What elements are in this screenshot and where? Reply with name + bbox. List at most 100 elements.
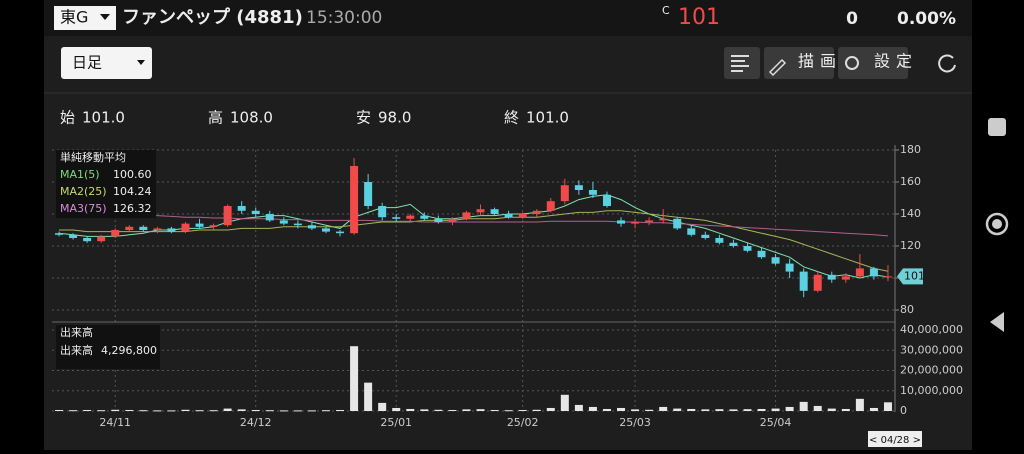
legend-name: MA2(25) xyxy=(60,185,107,198)
volume-bar xyxy=(434,409,443,411)
legend-box xyxy=(56,150,156,218)
settings-button[interactable] xyxy=(838,47,908,79)
candle-body xyxy=(687,228,696,235)
candle-body xyxy=(153,228,162,230)
draw-button[interactable] xyxy=(764,47,834,79)
candle-body xyxy=(97,236,106,242)
volume-bar xyxy=(167,410,176,412)
volume-bar xyxy=(813,405,822,411)
candle-body xyxy=(420,215,429,219)
volume-bar xyxy=(83,409,92,411)
volume-bar xyxy=(743,409,752,411)
price-tag-label: 101 xyxy=(904,269,925,282)
x-tick-label: 25/03 xyxy=(619,416,651,429)
nav-recent[interactable] xyxy=(988,118,1006,136)
y-tick-label: 140 xyxy=(900,207,921,220)
candle-body xyxy=(55,233,64,235)
volume-bar xyxy=(293,410,302,412)
volume-bar xyxy=(55,409,64,411)
candle-body xyxy=(546,201,555,211)
candle-body xyxy=(378,206,387,218)
candle-body xyxy=(855,268,864,277)
y-tick-label: 20,000,000 xyxy=(900,364,963,377)
legend-title: 単純移動平均 xyxy=(60,150,126,164)
volume-bar xyxy=(153,410,162,412)
indicator-button[interactable] xyxy=(724,47,760,79)
volume-bar xyxy=(729,409,738,411)
c-mark: C xyxy=(662,4,670,17)
change: 0 xyxy=(846,9,858,29)
volume-bar xyxy=(307,410,316,412)
candle-body xyxy=(729,242,738,246)
candle-body xyxy=(392,217,401,219)
volume-bar xyxy=(490,409,499,411)
summary-value: 101.0 xyxy=(526,109,569,127)
candle-body xyxy=(743,246,752,251)
candle-body xyxy=(69,234,78,238)
summary-label: 高 xyxy=(208,109,223,127)
volume-bar xyxy=(139,410,148,412)
price: 101 xyxy=(678,5,720,30)
candle-body xyxy=(490,209,499,214)
volume-bar xyxy=(518,409,527,411)
volume-bar xyxy=(715,409,724,411)
y-tick-label: 120 xyxy=(900,239,921,252)
candle-body xyxy=(617,220,626,224)
volume-bar xyxy=(462,409,471,411)
ma-line xyxy=(58,194,889,279)
volume-bar xyxy=(321,410,330,412)
candle-body xyxy=(785,263,794,272)
period-select[interactable] xyxy=(61,47,152,79)
legend-value: 4,296,800 xyxy=(101,344,157,357)
candle-body xyxy=(715,238,724,243)
nav-home[interactable] xyxy=(985,212,1009,236)
y-tick-label: 10,000,000 xyxy=(900,384,963,397)
candle-body xyxy=(111,230,120,237)
candle-body xyxy=(659,218,668,221)
ma-line xyxy=(59,211,889,237)
volume-bar xyxy=(855,398,864,411)
volume-bar xyxy=(532,409,541,411)
candle-body xyxy=(209,225,218,227)
candle-body xyxy=(645,220,654,222)
y-tick-label: 160 xyxy=(900,175,921,188)
volume-bar xyxy=(181,409,190,411)
candle-body xyxy=(560,185,569,202)
legend-value: 100.60 xyxy=(113,168,152,181)
candle-body xyxy=(125,226,134,230)
nav-back[interactable] xyxy=(990,312,1004,332)
candle-body xyxy=(223,206,232,226)
volume-bar xyxy=(883,402,892,411)
dropdown-arrow xyxy=(100,14,110,20)
candle-body xyxy=(701,234,710,238)
draw-label: 描画 xyxy=(798,52,842,71)
volume-bar xyxy=(757,408,766,411)
refresh-icon[interactable] xyxy=(938,54,956,73)
volume-bar xyxy=(771,408,780,411)
x-tick-label: 25/01 xyxy=(380,416,412,429)
volume-bar xyxy=(785,406,794,411)
volume-bar xyxy=(420,409,429,411)
volume-bar xyxy=(195,410,204,412)
volume-bar xyxy=(617,407,626,411)
volume-bar xyxy=(448,409,457,411)
candle-body xyxy=(336,231,345,234)
candle-body xyxy=(771,257,780,264)
volume-bar xyxy=(378,402,387,411)
candle-body xyxy=(827,274,836,280)
dropdown-arrow xyxy=(137,60,145,65)
y-tick-label: 80 xyxy=(900,303,914,316)
time: 15:30:00 xyxy=(306,8,382,28)
volume-bar xyxy=(125,409,134,411)
summary-label: 始 xyxy=(60,109,75,127)
candle-body xyxy=(307,225,316,229)
candle-body xyxy=(251,210,260,214)
candle-body xyxy=(265,214,274,221)
volume-bar xyxy=(799,401,808,411)
market: 東G xyxy=(60,8,88,27)
volume-bar xyxy=(701,409,710,411)
legend-title: 出来高 xyxy=(60,325,93,339)
volume-bar xyxy=(223,408,232,411)
pencil-icon xyxy=(768,58,787,77)
candle-body xyxy=(462,212,471,219)
